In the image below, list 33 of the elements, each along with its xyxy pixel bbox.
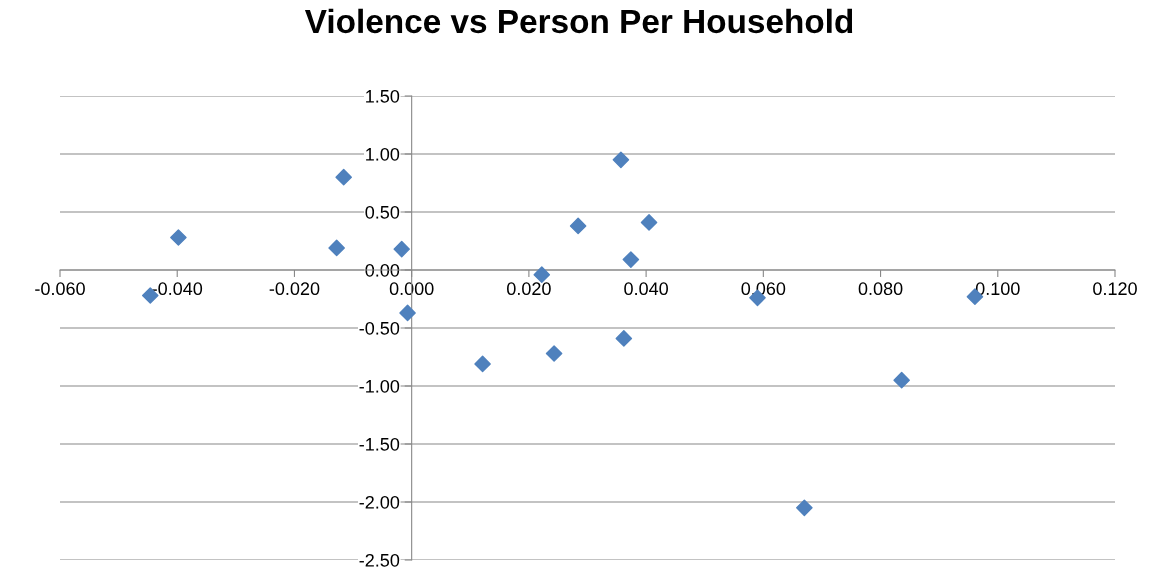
y-tick-label: -2.00	[359, 495, 400, 509]
point	[474, 355, 491, 373]
x-tick-label: 0.120	[1093, 282, 1137, 296]
x-tick-label: 0.000	[389, 282, 434, 296]
y-tick-label: -1.00	[359, 379, 400, 393]
point	[399, 304, 416, 322]
y-tick-label: -2.50	[359, 553, 400, 567]
point	[622, 251, 640, 268]
point	[640, 214, 658, 231]
point	[893, 371, 910, 389]
point	[170, 229, 187, 246]
x-tick-label: -0.060	[35, 282, 85, 296]
y-tick-label: 0.00	[365, 263, 400, 277]
point	[569, 217, 587, 235]
x-tick-label: -0.040	[152, 282, 203, 296]
x-tick-label: 0.040	[624, 282, 668, 296]
y-tick-label: 1.00	[366, 147, 400, 161]
chart-title: Violence vs Person Per Household	[304, 8, 853, 34]
x-tick-label: 0.080	[858, 282, 903, 296]
point	[533, 266, 551, 283]
y-tick-label: 0.50	[365, 205, 400, 219]
y-tick-label: -0.50	[359, 321, 400, 335]
y-tick-label: -1.50	[359, 437, 400, 451]
point	[545, 345, 563, 362]
x-tick-label: 0.020	[507, 282, 551, 296]
y-tick-label: 1.50	[366, 89, 400, 103]
point	[615, 330, 633, 347]
x-tick-label: -0.020	[269, 282, 320, 296]
point	[393, 240, 411, 258]
point	[328, 239, 345, 257]
point	[796, 499, 813, 517]
point	[612, 151, 630, 169]
point	[335, 168, 352, 186]
